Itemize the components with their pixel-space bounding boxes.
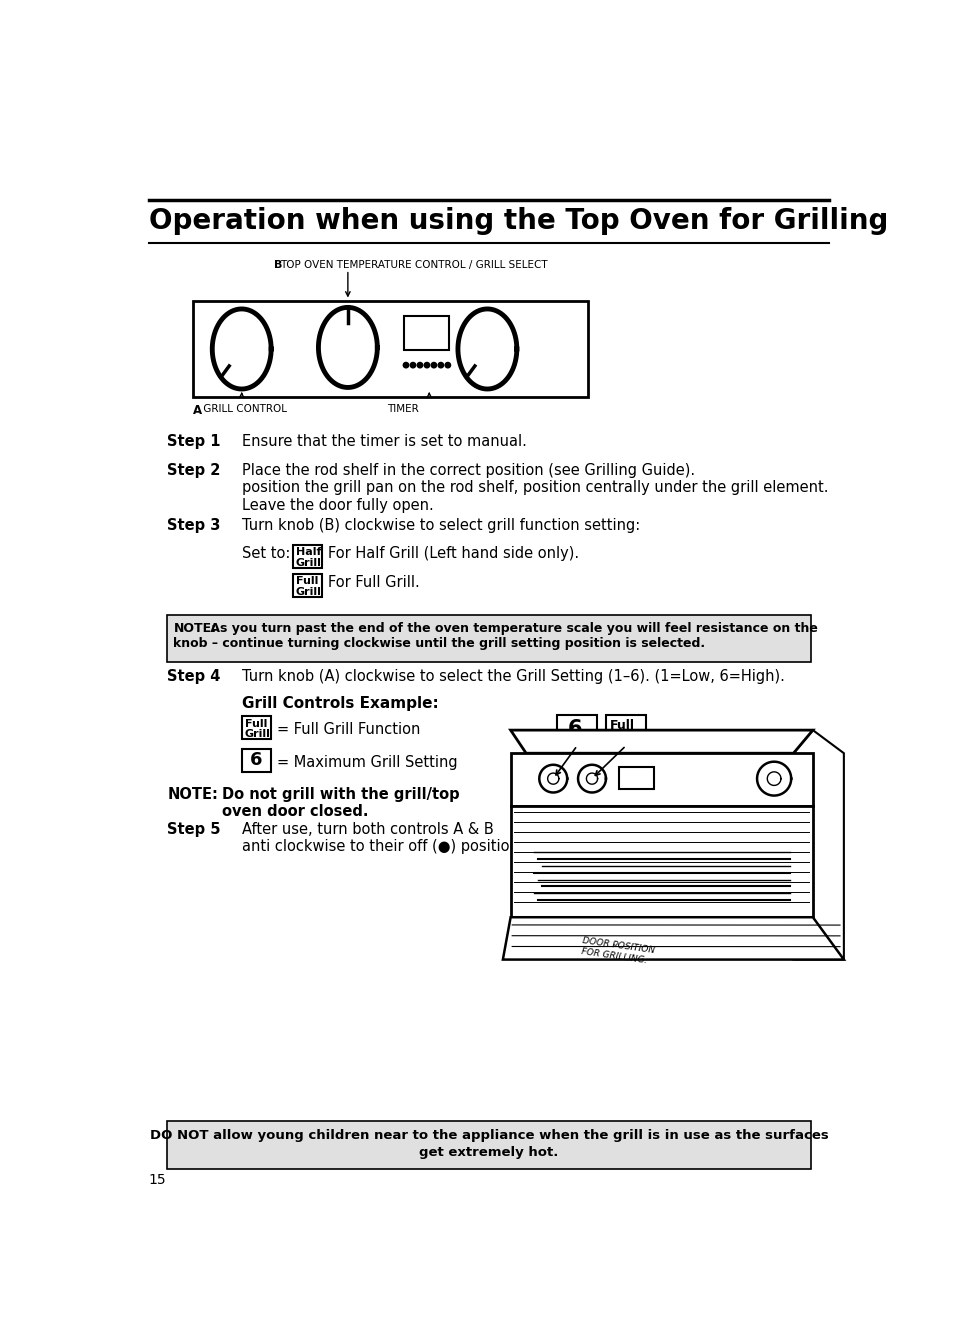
Bar xyxy=(167,616,810,661)
Text: Set to:: Set to: xyxy=(241,546,290,561)
Text: B: B xyxy=(274,261,282,270)
Text: As you turn past the end of the oven temperature scale you will feel resistance : As you turn past the end of the oven tem… xyxy=(206,621,817,635)
Text: Turn knob (B) clockwise to select grill function setting:: Turn knob (B) clockwise to select grill … xyxy=(241,518,639,533)
Text: Place the rod shelf in the correct position (see Grilling Guide).
position the g: Place the rod shelf in the correct posit… xyxy=(241,464,827,513)
Text: GRILL CONTROL: GRILL CONTROL xyxy=(199,403,287,414)
Text: DOOR POSITION
FOR GRILLING.: DOOR POSITION FOR GRILLING. xyxy=(579,937,655,966)
Circle shape xyxy=(431,362,436,367)
Bar xyxy=(241,748,271,772)
Bar xyxy=(510,806,812,918)
Text: TOP OVEN TEMPERATURE CONTROL / GRILL SELECT: TOP OVEN TEMPERATURE CONTROL / GRILL SEL… xyxy=(279,261,547,270)
Text: Grill Controls Example:: Grill Controls Example: xyxy=(241,696,438,711)
Bar xyxy=(618,767,654,788)
Bar xyxy=(241,716,271,739)
Text: = Full Grill Function: = Full Grill Function xyxy=(276,723,419,737)
Text: Full
Grill: Full Grill xyxy=(295,576,321,597)
Text: Step 5: Step 5 xyxy=(167,822,220,836)
Circle shape xyxy=(437,362,443,367)
Circle shape xyxy=(445,362,450,367)
Circle shape xyxy=(424,362,429,367)
Polygon shape xyxy=(510,729,812,754)
Circle shape xyxy=(403,362,408,367)
Bar xyxy=(510,754,812,806)
Text: After use, turn both controls A & B
anti clockwise to their off (●) position.: After use, turn both controls A & B anti… xyxy=(241,822,523,854)
Text: Full
Grill: Full Grill xyxy=(245,719,271,739)
Text: Ensure that the timer is set to manual.: Ensure that the timer is set to manual. xyxy=(241,434,526,449)
Text: Do not grill with the grill/top
oven door closed.: Do not grill with the grill/top oven doo… xyxy=(221,787,458,819)
Text: For Half Grill (Left hand side only).: For Half Grill (Left hand side only). xyxy=(328,546,578,561)
Bar xyxy=(605,715,645,745)
Bar xyxy=(167,1121,810,1169)
Text: = Maximum Grill Setting: = Maximum Grill Setting xyxy=(276,755,456,770)
Text: Half
Grill: Half Grill xyxy=(295,546,321,568)
Text: A: A xyxy=(193,403,202,417)
Text: TIMER: TIMER xyxy=(386,403,418,414)
Text: Step 3: Step 3 xyxy=(167,518,220,533)
Text: Full
Grill: Full Grill xyxy=(609,719,638,745)
Bar xyxy=(403,315,448,350)
Text: Operation when using the Top Oven for Grilling: Operation when using the Top Oven for Gr… xyxy=(149,207,887,235)
Polygon shape xyxy=(793,729,843,959)
Bar xyxy=(193,301,587,398)
Text: Turn knob (A) clockwise to select the Grill Setting (1–6). (1=Low, 6=High).: Turn knob (A) clockwise to select the Gr… xyxy=(241,669,783,684)
Bar xyxy=(293,573,322,597)
Circle shape xyxy=(416,362,422,367)
Text: 6: 6 xyxy=(567,719,582,739)
Text: 6: 6 xyxy=(250,751,262,770)
Circle shape xyxy=(410,362,416,367)
Text: 15: 15 xyxy=(149,1173,166,1186)
Text: Step 2: Step 2 xyxy=(167,464,220,478)
Text: For Full Grill.: For Full Grill. xyxy=(328,576,419,591)
Bar xyxy=(293,545,322,568)
Text: DO NOT allow young children near to the appliance when the grill is in use as th: DO NOT allow young children near to the … xyxy=(150,1129,827,1158)
Text: Step 4: Step 4 xyxy=(167,669,220,684)
Bar xyxy=(557,715,597,745)
Text: Step 1: Step 1 xyxy=(167,434,220,449)
Text: NOTE:: NOTE: xyxy=(173,621,216,635)
Polygon shape xyxy=(502,918,843,959)
Text: knob – continue turning clockwise until the grill setting position is selected.: knob – continue turning clockwise until … xyxy=(173,637,705,649)
Text: NOTE:: NOTE: xyxy=(167,787,218,802)
